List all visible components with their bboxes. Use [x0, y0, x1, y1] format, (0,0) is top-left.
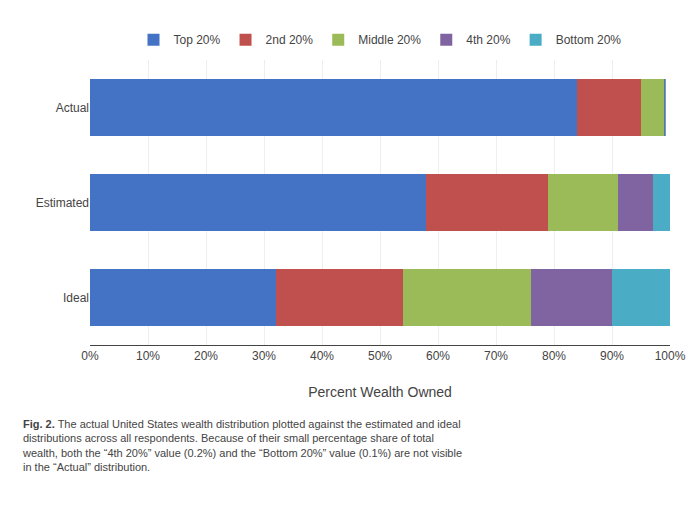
svg-text:50%: 50% — [368, 349, 392, 363]
svg-text:Bottom 20%: Bottom 20% — [556, 33, 622, 47]
svg-text:20%: 20% — [194, 349, 218, 363]
svg-text:0%: 0% — [81, 349, 99, 363]
svg-text:Ideal: Ideal — [63, 291, 89, 305]
svg-text:40%: 40% — [310, 349, 334, 363]
svg-text:60%: 60% — [426, 349, 450, 363]
svg-text:Percent Wealth Owned: Percent Wealth Owned — [308, 384, 452, 400]
svg-text:Middle 20%: Middle 20% — [358, 33, 421, 47]
svg-text:100%: 100% — [655, 349, 686, 363]
svg-text:Top 20%: Top 20% — [174, 33, 221, 47]
svg-text:80%: 80% — [542, 349, 566, 363]
svg-text:Fig. 2. The actual United Stat: Fig. 2. The actual United States wealth … — [22, 418, 462, 473]
svg-text:2nd 20%: 2nd 20% — [266, 33, 314, 47]
svg-text:30%: 30% — [252, 349, 276, 363]
svg-text:90%: 90% — [600, 349, 624, 363]
svg-text:4th 20%: 4th 20% — [466, 33, 510, 47]
svg-text:Estimated: Estimated — [36, 196, 89, 210]
svg-text:Actual: Actual — [56, 101, 89, 115]
svg-text:10%: 10% — [136, 349, 160, 363]
svg-text:70%: 70% — [484, 349, 508, 363]
